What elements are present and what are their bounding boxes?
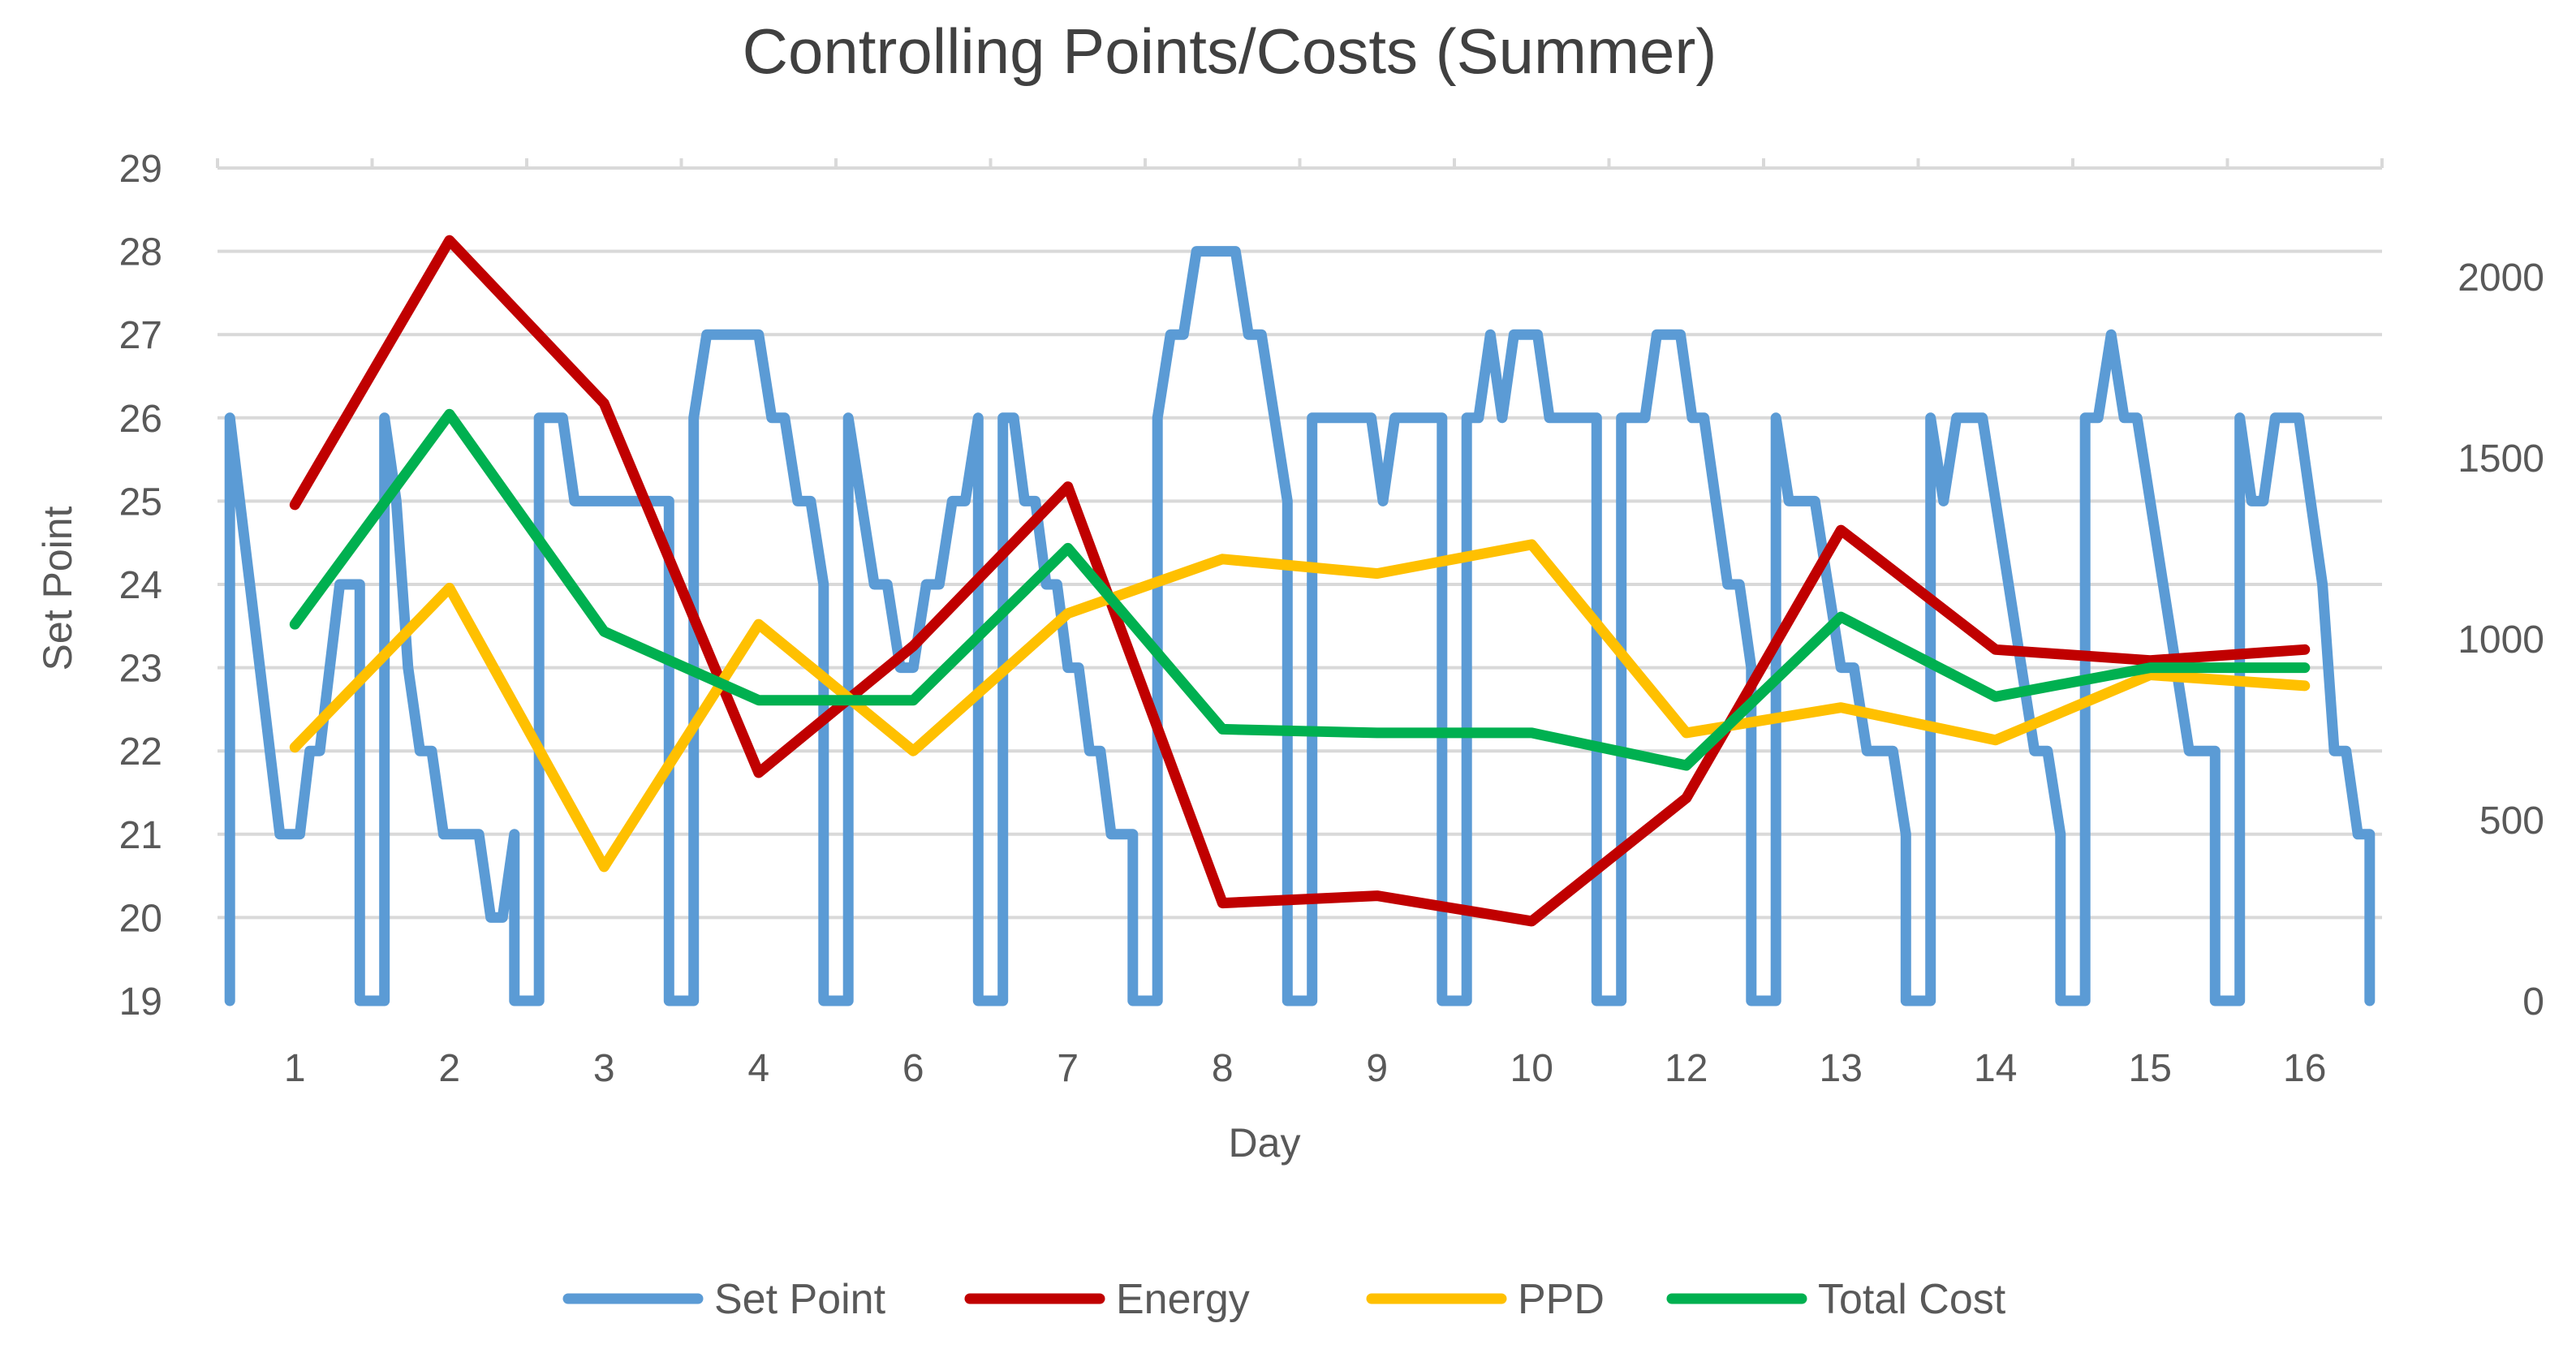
x-tick-label: 10: [1510, 1047, 1553, 1090]
legend-label: Energy: [1116, 1276, 1250, 1323]
y-tick-label: 26: [119, 398, 162, 441]
y-tick-label: 25: [119, 481, 162, 524]
y-tick-label: 29: [119, 148, 162, 191]
y-tick-label: 24: [119, 564, 162, 607]
x-tick-label: 13: [1820, 1047, 1863, 1090]
series-energy: [289, 235, 2311, 927]
y2-tick-label: 1000: [2458, 618, 2544, 662]
legend-label: PPD: [1518, 1276, 1605, 1323]
y2-tick-label: 1500: [2458, 437, 2544, 481]
y-tick-label: 19: [119, 981, 162, 1024]
series-set-point: [224, 246, 2376, 1006]
x-tick-label: 8: [1212, 1047, 1234, 1090]
legend-label: Total Cost: [1818, 1276, 2006, 1323]
y2-tick-label: 500: [2479, 799, 2544, 843]
y-tick-label: 28: [119, 231, 162, 274]
x-tick-label: 16: [2283, 1047, 2326, 1090]
chart-title: Controlling Points/Costs (Summer): [743, 15, 1717, 87]
x-tick-label: 1: [284, 1047, 306, 1090]
x-tick-label: 14: [1974, 1047, 2017, 1090]
y-tick-label: 20: [119, 897, 162, 940]
y-tick-label: 22: [119, 731, 162, 774]
series-ppd: [289, 539, 2311, 873]
x-tick-label: 12: [1665, 1047, 1708, 1090]
x-axis-title: Day: [1229, 1120, 1301, 1166]
x-tick-label: 4: [747, 1047, 769, 1090]
y2-tick-label: 0: [2522, 981, 2544, 1024]
series-total-cost: [289, 408, 2311, 771]
x-tick-label: 6: [902, 1047, 924, 1090]
y-tick-label: 21: [119, 814, 162, 857]
x-tick-label: 3: [593, 1047, 615, 1090]
x-tick-label: 7: [1057, 1047, 1079, 1090]
y-tick-label: 27: [119, 314, 162, 357]
legend: Set Point Energy PPD Total Cost: [562, 1276, 2006, 1323]
x-tick-label: 9: [1366, 1047, 1388, 1090]
legend-label: Set Point: [714, 1276, 886, 1323]
y-tick-label: 23: [119, 648, 162, 691]
x-tick-label: 15: [2129, 1047, 2172, 1090]
series-layer: [224, 235, 2376, 1006]
y2-tick-label: 2000: [2458, 256, 2544, 300]
x-tick-label: 2: [438, 1047, 460, 1090]
y-axis-title: Set Point: [35, 506, 80, 670]
